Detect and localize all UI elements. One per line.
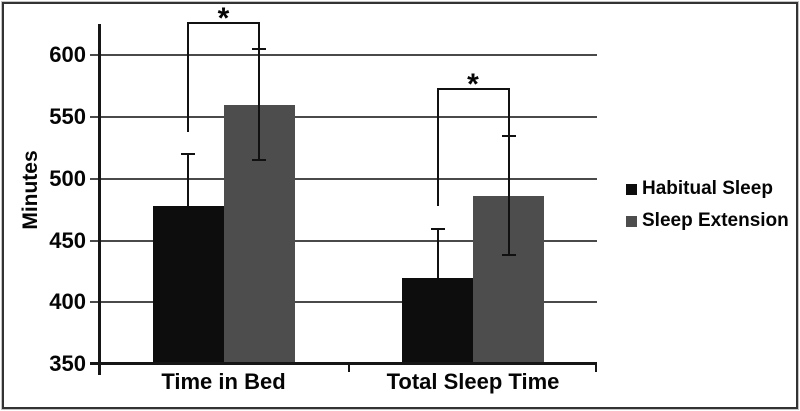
y-tick-label-350: 350: [49, 351, 86, 376]
error-bar-sleep-extension-total-sleep-time-cap-top: [501, 134, 516, 137]
legend: Habitual Sleep Sleep Extension: [626, 178, 789, 242]
error-bar-habitual-sleep-time-in-bed-line: [187, 154, 189, 206]
gridline-550: [90, 116, 597, 119]
legend-swatch-sleep-extension: [626, 215, 637, 227]
legend-label-sleep-extension: Sleep Extension: [642, 210, 789, 231]
gridline-600: [90, 54, 597, 57]
y-tick-label-400: 400: [49, 289, 86, 315]
gridline-500: [90, 177, 597, 180]
significance-bracket-time-in-bed-label: *: [217, 2, 230, 36]
error-bar-sleep-extension-total-sleep-time-cap-bottom: [501, 254, 516, 257]
significance-bracket-total-sleep-time-label: *: [467, 67, 479, 101]
significance-bracket-total-sleep-time-left-leg: [436, 88, 439, 206]
x-axis-tick-0: [348, 364, 350, 372]
y-tick-label-450: 450: [49, 227, 86, 253]
significance-bracket-time-in-bed-right-leg: [258, 23, 260, 50]
error-bar-sleep-extension-time-in-bed-line: [258, 49, 260, 161]
significance-bracket-total-sleep-time-right-leg: [507, 88, 510, 136]
legend-item-sleep-extension: Sleep Extension: [626, 210, 789, 232]
x-category-label-time-in-bed: Time in Bed: [161, 369, 286, 394]
error-bar-sleep-extension-time-in-bed-cap-bottom: [252, 159, 266, 162]
error-bar-habitual-sleep-total-sleep-time-cap-top: [430, 228, 445, 231]
gridline-400: [90, 301, 597, 304]
x-axis-tick-1: [595, 364, 597, 372]
y-tick-label-550: 550: [49, 104, 86, 130]
error-bar-sleep-extension-time-in-bed-cap-top: [252, 48, 266, 51]
bar-habitual-sleep-time-in-bed: [152, 205, 224, 364]
error-bar-sleep-extension-total-sleep-time-line: [507, 135, 510, 256]
bar-habitual-sleep-total-sleep-time: [402, 277, 473, 364]
y-tick-label-600: 600: [49, 42, 86, 68]
error-bar-habitual-sleep-time-in-bed-cap-top: [181, 153, 195, 156]
significance-bracket-total-sleep-time-bar: [436, 87, 510, 90]
x-category-label-total-sleep-time: Total Sleep Time: [386, 369, 560, 394]
gridline-450: [90, 239, 597, 242]
significance-bracket-time-in-bed-left-leg: [187, 23, 189, 132]
legend-label-habitual-sleep: Habitual Sleep: [642, 178, 773, 199]
error-bar-habitual-sleep-total-sleep-time-line: [436, 229, 439, 278]
y-tick-label-500: 500: [49, 165, 86, 191]
significance-bracket-time-in-bed-bar: [187, 22, 260, 25]
legend-swatch-habitual-sleep: [626, 183, 637, 195]
x-axis-line: [90, 362, 597, 365]
legend-item-habitual-sleep: Habitual Sleep: [626, 178, 789, 200]
y-axis-line: [98, 24, 101, 375]
